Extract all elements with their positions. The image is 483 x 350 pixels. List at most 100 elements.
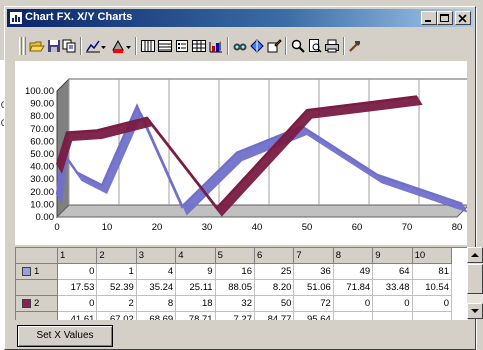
grid-column-header[interactable]: 4 — [176, 248, 216, 264]
grid-cell[interactable]: 33.48 — [373, 280, 413, 296]
grid-row-header[interactable] — [16, 280, 58, 296]
x-tick-label: 60 — [352, 222, 363, 233]
grid-vertical-scrollbar[interactable] — [467, 247, 483, 319]
y-tick-label: 100.00 — [25, 86, 54, 97]
grid-cell[interactable]: 7.27 — [216, 312, 255, 320]
3d-icon[interactable] — [208, 38, 224, 54]
grid-cell[interactable]: 51.06 — [294, 280, 334, 296]
print-preview-icon[interactable] — [307, 38, 323, 54]
grid-cell[interactable]: 2 — [97, 296, 137, 312]
data-grid-icon[interactable] — [191, 38, 207, 54]
grid-cell[interactable]: 81 — [412, 264, 452, 280]
grid-cell[interactable]: 25.11 — [176, 280, 216, 296]
grid-cell[interactable]: 71.84 — [333, 280, 374, 296]
grid-cell[interactable]: 0 — [373, 296, 413, 312]
grid-cell[interactable]: 18 — [176, 296, 216, 312]
grid-cell[interactable]: 67.02 — [97, 312, 137, 320]
properties-icon[interactable] — [266, 38, 282, 54]
grid-cell[interactable]: 95.64 — [294, 312, 334, 320]
data-grid[interactable]: 1 2 3 4 5 6 7 8 9 10 1 0 1 4 9 16 25 36 49 64 81 17.53 52.39 35… — [15, 247, 468, 320]
grid-cell[interactable]: 88.05 — [215, 280, 255, 296]
axis-icon[interactable] — [249, 38, 265, 54]
vertical-grid-icon[interactable] — [140, 38, 156, 54]
grid-column-header[interactable]: 3 — [136, 248, 177, 264]
chart-toolbar — [19, 35, 360, 57]
grid-cell[interactable]: 78.71 — [176, 312, 216, 320]
grid-cell[interactable]: 1 — [97, 264, 137, 280]
grid-cell[interactable]: 50 — [255, 296, 295, 312]
chevron-down-icon[interactable] — [126, 38, 132, 54]
toolbar-separator — [285, 37, 287, 55]
background-window-edge — [476, 8, 483, 350]
grid-column-header[interactable]: 10 — [412, 248, 452, 264]
close-button[interactable] — [455, 11, 471, 25]
save-icon[interactable] — [46, 38, 62, 54]
grid-column-header[interactable]: 9 — [373, 248, 413, 264]
toolbar-separator — [80, 37, 82, 55]
zoom-icon[interactable] — [290, 38, 306, 54]
grid-column-header[interactable]: 1 — [58, 248, 98, 264]
grid-column-header[interactable]: 6 — [255, 248, 295, 264]
maximize-button[interactable] — [437, 11, 453, 25]
minimize-button[interactable] — [421, 11, 437, 25]
chart-type-icon[interactable] — [85, 38, 101, 54]
grid-cell[interactable]: 36 — [294, 264, 334, 280]
grid-cell[interactable] — [334, 312, 374, 320]
grid-row-header[interactable]: 2 — [16, 296, 58, 312]
grid-cell[interactable]: 0 — [58, 264, 98, 280]
series-color-swatch[interactable] — [22, 267, 31, 276]
grid-column-header[interactable]: 8 — [333, 248, 374, 264]
grid-cell[interactable]: 10.54 — [412, 280, 452, 296]
y-tick-label: 20.00 — [30, 187, 54, 198]
toolbar-grip[interactable] — [19, 37, 22, 55]
horizontal-grid-icon[interactable] — [157, 38, 173, 54]
grid-cell[interactable]: 0 — [333, 296, 374, 312]
y-tick-label: 50.00 — [30, 149, 54, 160]
scroll-up-button[interactable] — [467, 247, 483, 263]
chart-area[interactable]: 0.00 10.00 20.00 30.00 40.00 50.00 60.00 70.00 8… — [15, 61, 467, 245]
y-tick-label: 60.00 — [30, 136, 54, 147]
grid-column-header[interactable]: 7 — [294, 248, 334, 264]
tools-icon[interactable] — [347, 38, 363, 54]
grid-column-header[interactable]: 2 — [97, 248, 137, 264]
grid-cell[interactable]: 49 — [333, 264, 374, 280]
grid-cell[interactable]: 84.77 — [255, 312, 295, 320]
grid-cell[interactable]: 9 — [176, 264, 216, 280]
chevron-down-icon[interactable] — [101, 38, 107, 54]
print-icon[interactable] — [324, 38, 340, 54]
grid-cell[interactable]: 68.69 — [137, 312, 177, 320]
grid-cell[interactable] — [413, 312, 452, 320]
grid-cell[interactable]: 8 — [136, 296, 177, 312]
scroll-thumb[interactable] — [467, 264, 483, 294]
rotate-icon[interactable] — [232, 38, 248, 54]
grid-cell[interactable]: 52.39 — [97, 280, 137, 296]
grid-cell[interactable]: 35.24 — [136, 280, 177, 296]
y-tick-label: 10.00 — [30, 199, 54, 210]
grid-cell[interactable]: 0 — [412, 296, 452, 312]
grid-cell[interactable]: 16 — [215, 264, 255, 280]
title-bar[interactable]: Chart FX. X/Y Charts — [7, 9, 473, 27]
grid-row-header[interactable] — [16, 312, 58, 320]
toolbar-grip[interactable] — [23, 37, 26, 55]
scroll-down-button[interactable] — [467, 303, 483, 319]
grid-cell[interactable] — [373, 312, 413, 320]
open-folder-icon[interactable] — [29, 38, 45, 54]
grid-cell[interactable]: 41.61 — [58, 312, 98, 320]
copy-icon[interactable] — [61, 38, 77, 54]
grid-cell[interactable]: 64 — [373, 264, 413, 280]
grid-cell[interactable]: 4 — [136, 264, 177, 280]
grid-cell[interactable]: 8.20 — [255, 280, 295, 296]
x-tick-label: 10 — [102, 222, 113, 233]
grid-cell[interactable]: 0 — [58, 296, 98, 312]
legend-icon[interactable] — [174, 38, 190, 54]
grid-cell[interactable]: 17.53 — [58, 280, 98, 296]
grid-cell[interactable]: 32 — [215, 296, 255, 312]
palette-icon[interactable] — [110, 38, 126, 54]
grid-column-header[interactable]: 5 — [215, 248, 255, 264]
set-x-values-button[interactable]: Set X Values — [17, 325, 113, 347]
grid-cell[interactable]: 25 — [255, 264, 295, 280]
grid-row-header[interactable]: 1 — [16, 264, 58, 280]
grid-cell[interactable]: 72 — [294, 296, 334, 312]
series-color-swatch[interactable] — [22, 299, 31, 308]
